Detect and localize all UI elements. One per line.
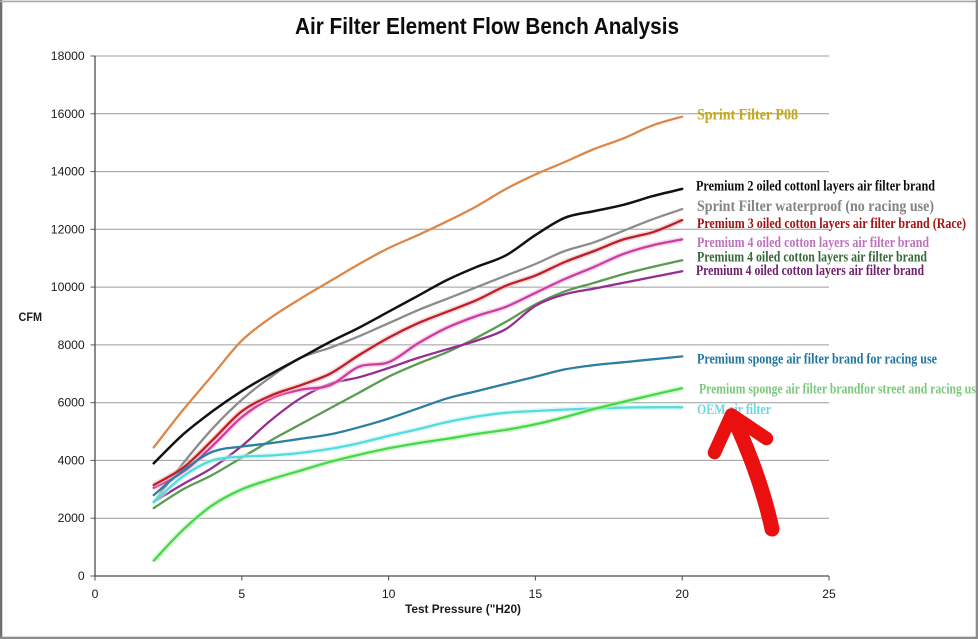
svg-text:Premium 3 oiled cotton layers: Premium 3 oiled cotton layers air filter… (697, 216, 966, 232)
svg-text:5: 5 (238, 587, 245, 601)
svg-text:25: 25 (822, 587, 836, 601)
svg-text:Test Pressure ("H20): Test Pressure ("H20) (405, 602, 521, 616)
svg-text:18000: 18000 (51, 49, 85, 63)
svg-text:4000: 4000 (58, 453, 85, 467)
svg-text:16000: 16000 (51, 107, 85, 121)
svg-text:6000: 6000 (58, 396, 85, 410)
svg-text:15: 15 (529, 587, 543, 601)
svg-text:Sprint Filter P08: Sprint Filter P08 (697, 107, 798, 124)
svg-text:Sprint Filter waterproof (no r: Sprint Filter waterproof (no racing use) (697, 198, 934, 215)
svg-text:12000: 12000 (51, 222, 85, 236)
svg-text:10: 10 (382, 587, 396, 601)
svg-text:0: 0 (92, 587, 99, 601)
svg-text:10000: 10000 (51, 280, 85, 294)
svg-text:Premium 4 oiled cotton layers: Premium 4 oiled cotton layers air filter… (696, 263, 925, 279)
svg-text:CFM: CFM (19, 310, 43, 324)
svg-text:8000: 8000 (58, 338, 85, 352)
svg-text:20: 20 (675, 587, 689, 601)
svg-text:Premium sponge air filter bran: Premium sponge air filter brand for raci… (697, 352, 937, 368)
svg-text:Air Filter Element Flow Bench: Air Filter Element Flow Bench Analysis (295, 13, 679, 39)
svg-text:0: 0 (78, 569, 85, 583)
svg-text:Premium 4 oiled cotton layers: Premium 4 oiled cotton layers air filter… (697, 235, 930, 251)
svg-text:2000: 2000 (58, 511, 85, 525)
svg-text:Premium 2 oiled cottonl layers: Premium 2 oiled cottonl layers air filte… (696, 179, 936, 195)
svg-text:14000: 14000 (51, 165, 85, 179)
svg-text:Premium sponge air filter bran: Premium sponge air filter brandfor stree… (699, 382, 978, 398)
svg-text:Premium 4 oiled cotton layers: Premium 4 oiled cotton layers air filter… (697, 250, 928, 266)
